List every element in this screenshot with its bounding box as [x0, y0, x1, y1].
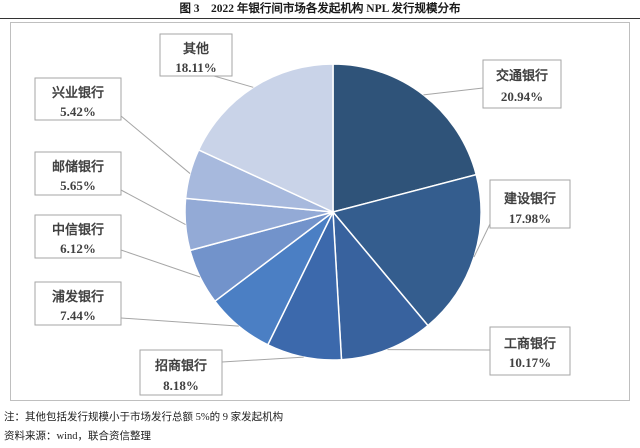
leader-line-8 [120, 115, 191, 174]
data-label-value: 7.44% [60, 308, 96, 323]
data-label-name: 工商银行 [504, 336, 556, 351]
data-label-box [489, 326, 571, 376]
data-label-box [139, 349, 223, 396]
pie-slice-3 [332, 209, 429, 361]
data-label-value: 17.98% [509, 211, 551, 226]
data-label-3: 工商银行 10.17% [489, 326, 571, 376]
data-label-box [489, 179, 571, 229]
data-label-box [34, 151, 122, 196]
figure-note: 注：其他包括发行规模小于市场发行总额 5%的 9 家发起机构 [4, 412, 284, 423]
data-label-8: 兴业银行 5.42% [34, 77, 122, 121]
data-label-1: 交通银行 20.94% [482, 59, 562, 109]
data-label-name: 中信银行 [52, 222, 104, 237]
pie-slice-9 [197, 63, 334, 214]
leader-line-5 [120, 317, 239, 327]
data-label-value: 10.17% [509, 355, 551, 370]
figure-title: 图 3 2022 年银行间市场各发起机构 NPL 发行规模分布 [179, 3, 461, 15]
data-label-4: 招商银行 8.18% [139, 349, 223, 396]
data-label-value: 6.12% [60, 241, 96, 256]
pie-slices [184, 63, 482, 361]
leader-line-2 [473, 223, 491, 258]
leader-line-7 [120, 189, 186, 226]
pie-slice-2 [331, 173, 482, 327]
data-label-value: 5.65% [60, 178, 96, 193]
data-label-name: 浦发银行 [52, 289, 104, 304]
leader-line-6 [120, 249, 201, 278]
data-label-name: 兴业银行 [52, 85, 104, 100]
data-label-name: 建设银行 [504, 191, 556, 206]
leader-line-1 [423, 87, 484, 96]
data-label-name: 邮储银行 [52, 159, 104, 174]
data-label-name: 招商银行 [155, 358, 207, 373]
data-label-5: 浦发银行 7.44% [34, 281, 122, 326]
title-rule [0, 18, 640, 19]
data-label-name: 交通银行 [496, 68, 548, 83]
data-label-box [34, 281, 122, 326]
data-label-box [159, 33, 233, 77]
leader-line-4 [221, 356, 304, 363]
data-label-value: 8.18% [163, 378, 199, 393]
leader-lines [120, 75, 491, 363]
data-label-6: 中信银行 6.12% [34, 214, 122, 259]
data-label-7: 邮储银行 5.65% [34, 151, 122, 196]
data-label-box [34, 77, 122, 121]
data-label-box [482, 59, 562, 109]
data-label-value: 18.11% [175, 60, 217, 75]
figure-source: 资料来源：wind，联合资信整理 [4, 431, 151, 442]
data-label-box [34, 214, 122, 259]
data-label-value: 20.94% [501, 89, 543, 104]
data-labels: 交通银行 20.94% 建设银行 17.98% 工商银行 10.17% 招商银行 8.18% 浦… [34, 33, 571, 396]
data-label-2: 建设银行 17.98% [489, 179, 571, 229]
data-label-9: 其他 18.11% [159, 33, 233, 77]
data-label-value: 5.42% [60, 104, 96, 119]
data-label-name: 其他 [183, 41, 209, 56]
leader-line-9 [213, 75, 254, 88]
